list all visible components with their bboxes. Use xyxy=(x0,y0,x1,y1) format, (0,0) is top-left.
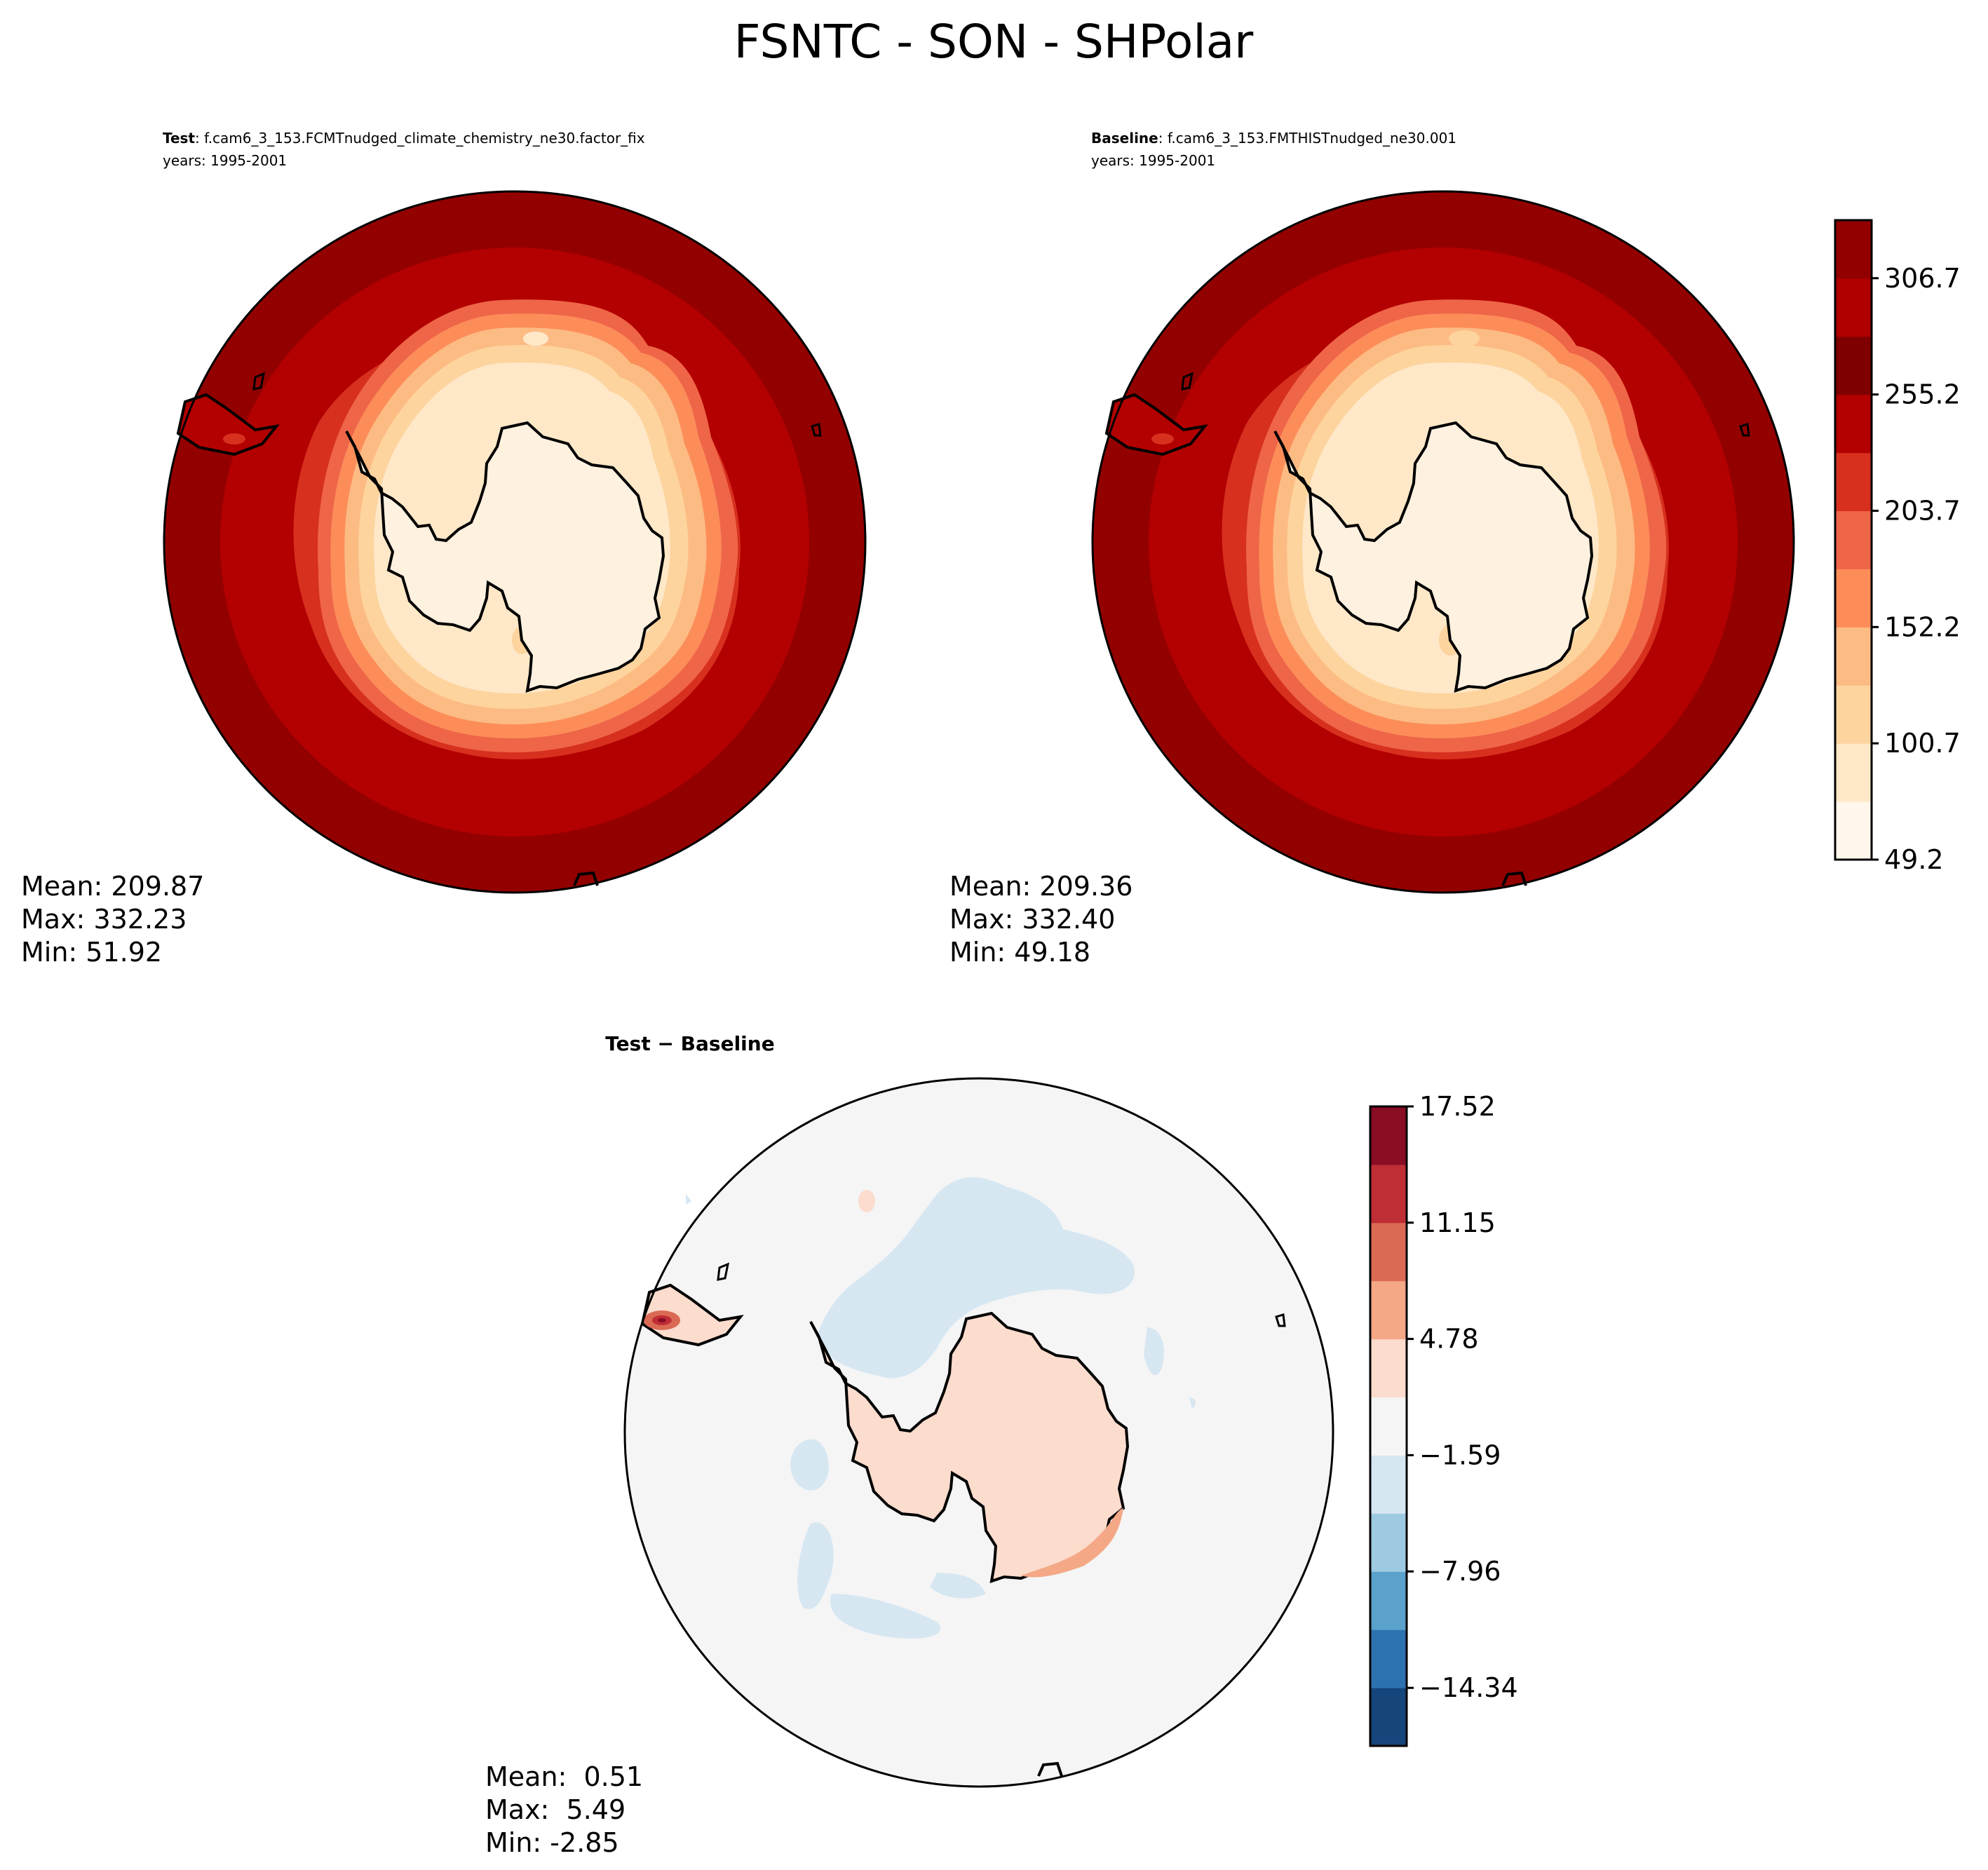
colorbar-main-segment xyxy=(1835,743,1872,802)
colorbar-main-tick-label: 306.7 xyxy=(1884,263,1961,294)
colorbar-main-tick-label: 203.7 xyxy=(1884,495,1961,526)
colorbar-diff-segment xyxy=(1370,1571,1407,1630)
colorbar-main-segment xyxy=(1835,278,1872,337)
colorbar-main-segment xyxy=(1835,510,1872,569)
test-stat-max: Max: 332.23 xyxy=(21,904,187,935)
colorbar-main-tick-label: 49.2 xyxy=(1884,844,1944,875)
colorbar-diff: 17.52 11.15 4.78 −1.59 −7.96 −14.34 xyxy=(1369,1091,1518,1747)
test-map xyxy=(163,190,867,894)
colorbar-main-segment xyxy=(1835,452,1872,512)
baseline-label: Baseline: f.cam6_3_153.FMTHISTnudged_ne3… xyxy=(1091,130,1456,147)
colorbar-diff-tick-label: 17.52 xyxy=(1419,1091,1496,1122)
colorbar-main-segment xyxy=(1835,685,1872,744)
test-stat-min: Min: 51.92 xyxy=(21,937,162,968)
test-label-case: : f.cam6_3_153.FCMTnudged_climate_chemis… xyxy=(195,130,645,147)
test-stat-mean: Mean: 209.87 xyxy=(21,871,204,902)
baseline-map xyxy=(1091,190,1795,894)
colorbar-diff-tick-label: −1.59 xyxy=(1419,1439,1501,1470)
colorbar-diff-segment xyxy=(1370,1455,1407,1514)
colorbar-main-segment xyxy=(1835,220,1872,279)
test-label-bold: Test xyxy=(163,130,195,147)
colorbar-diff-tick-label: −7.96 xyxy=(1419,1556,1501,1587)
colorbar-main-tick-label: 255.2 xyxy=(1884,379,1961,410)
colorbar-main-frame xyxy=(1834,219,1873,861)
baseline-stat-mean: Mean: 209.36 xyxy=(949,871,1132,902)
colorbar-main-segment xyxy=(1835,801,1872,860)
panel-diff: Test − Baseline xyxy=(485,1032,1334,1858)
colorbar-diff-segment xyxy=(1370,1280,1407,1340)
diff-stats: Mean: 0.51 Max: 5.49 Min: -2.85 xyxy=(485,1761,643,1858)
baseline-label-case: : f.cam6_3_153.FMTHISTnudged_ne30.001 xyxy=(1158,130,1456,147)
baseline-years: years: 1995-2001 xyxy=(1091,152,1215,169)
colorbar-main-tick-label: 100.7 xyxy=(1884,728,1961,759)
colorbar-diff-segment xyxy=(1370,1688,1407,1747)
test-stats: Mean: 209.87 Max: 332.23 Min: 51.92 xyxy=(21,871,204,968)
colorbar-diff-segment xyxy=(1370,1339,1407,1398)
diff-stat-min: Min: -2.85 xyxy=(485,1827,619,1858)
baseline-stat-max: Max: 332.40 xyxy=(949,904,1115,935)
colorbar-diff-segment xyxy=(1370,1164,1407,1224)
colorbar-main-segment xyxy=(1835,569,1872,628)
colorbar-diff-segment xyxy=(1370,1630,1407,1688)
colorbar-diff-segment xyxy=(1370,1106,1407,1165)
baseline-stat-min: Min: 49.18 xyxy=(949,937,1090,968)
figure-title: FSNTC - SON - SHPolar xyxy=(734,15,1254,69)
colorbar-diff-frame xyxy=(1369,1105,1408,1747)
colorbar-diff-segment xyxy=(1370,1397,1407,1456)
colorbar-main-segment xyxy=(1835,394,1872,454)
test-label: Test: f.cam6_3_153.FCMTnudged_climate_ch… xyxy=(163,130,645,147)
panel-baseline: Baseline: f.cam6_3_153.FMTHISTnudged_ne3… xyxy=(949,130,1795,968)
colorbar-diff-segment xyxy=(1370,1513,1407,1572)
colorbar-diff-tick-label: −14.34 xyxy=(1419,1672,1518,1703)
diff-stat-mean: Mean: 0.51 xyxy=(485,1761,643,1792)
colorbar-main-segment xyxy=(1835,336,1872,395)
colorbar-diff-segment xyxy=(1370,1222,1407,1282)
colorbar-diff-tick-label: 4.78 xyxy=(1419,1324,1479,1355)
test-years: years: 1995-2001 xyxy=(163,152,287,169)
panel-test: Test: f.cam6_3_153.FCMTnudged_climate_ch… xyxy=(21,130,867,968)
colorbar-main: 49.2 100.7 152.2 203.7 255.2 306.7 xyxy=(1834,219,1961,875)
colorbar-main-segment xyxy=(1835,627,1872,686)
baseline-stats: Mean: 209.36 Max: 332.40 Min: 49.18 xyxy=(949,871,1132,968)
diff-stat-max: Max: 5.49 xyxy=(485,1794,626,1825)
colorbar-diff-tick-label: 11.15 xyxy=(1419,1207,1496,1238)
baseline-label-bold: Baseline xyxy=(1091,130,1158,147)
colorbar-main-tick-label: 152.2 xyxy=(1884,611,1961,642)
diff-map xyxy=(623,1077,1334,1788)
diff-label: Test − Baseline xyxy=(605,1032,774,1055)
